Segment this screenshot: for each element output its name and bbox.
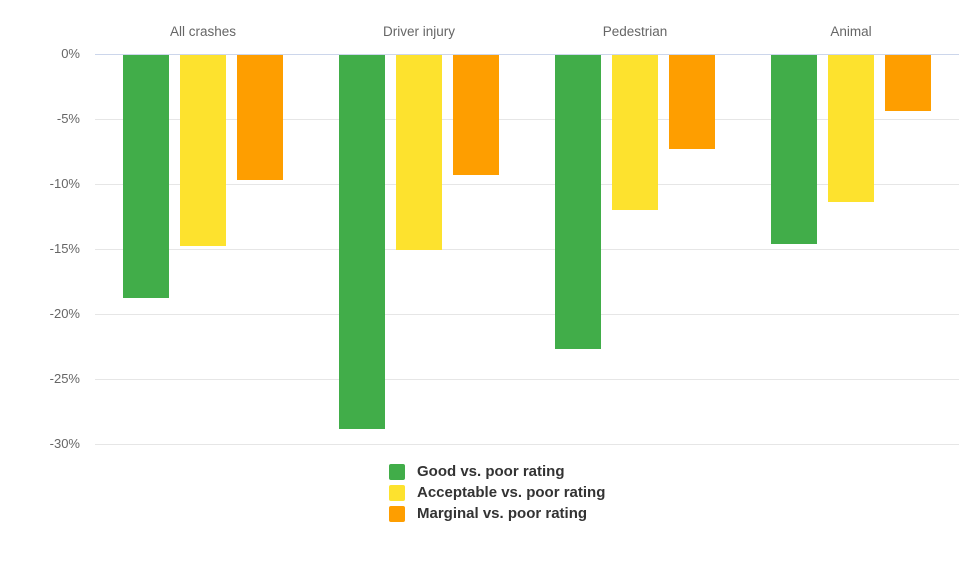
legend-label: Marginal vs. poor rating xyxy=(417,505,588,522)
legend-label: Acceptable vs. poor rating xyxy=(417,484,606,501)
bar-driver-injury-series-0[interactable] xyxy=(339,55,385,429)
gridline xyxy=(95,379,959,380)
zero-axis-line xyxy=(95,54,959,55)
bar-all-crashes-series-1[interactable] xyxy=(180,55,226,246)
plot-area xyxy=(95,54,959,445)
y-axis-tick-label: 0% xyxy=(61,46,80,61)
legend-item-1[interactable]: Acceptable vs. poor rating xyxy=(389,485,605,501)
legend-swatch-icon xyxy=(389,506,405,522)
legend: Good vs. poor rating Acceptable vs. poor … xyxy=(389,464,605,527)
bar-all-crashes-series-2[interactable] xyxy=(237,55,283,180)
legend-item-0[interactable]: Good vs. poor rating xyxy=(389,464,605,480)
bar-all-crashes-series-0[interactable] xyxy=(123,55,169,298)
y-axis-tick-label: -20% xyxy=(49,306,80,321)
bar-driver-injury-series-1[interactable] xyxy=(396,55,442,250)
bar-pedestrian-series-1[interactable] xyxy=(612,55,658,210)
legend-label: Good vs. poor rating xyxy=(417,463,565,480)
y-axis-tick-label: -5% xyxy=(56,111,80,126)
bar-animal-series-2[interactable] xyxy=(885,55,931,111)
category-label: Animal xyxy=(830,24,872,39)
y-axis-tick-label: -10% xyxy=(49,176,80,191)
category-label: All crashes xyxy=(169,24,237,39)
category-label: Driver injury xyxy=(382,24,455,39)
bar-driver-injury-series-2[interactable] xyxy=(453,55,499,175)
y-axis-tick-label: -15% xyxy=(49,241,80,256)
gridline xyxy=(95,444,959,445)
gridline xyxy=(95,119,959,120)
gridline xyxy=(95,314,959,315)
y-axis-tick-label: -25% xyxy=(49,371,80,386)
y-axis-tick-label: -30% xyxy=(49,436,80,451)
category-label: Pedestrian xyxy=(602,24,668,39)
gridline xyxy=(95,184,959,185)
legend-swatch-icon xyxy=(389,464,405,480)
bar-animal-series-1[interactable] xyxy=(828,55,874,202)
bar-animal-series-0[interactable] xyxy=(771,55,817,244)
gridline xyxy=(95,249,959,250)
bar-pedestrian-series-2[interactable] xyxy=(669,55,715,149)
legend-item-2[interactable]: Marginal vs. poor rating xyxy=(389,506,605,522)
legend-swatch-icon xyxy=(389,485,405,501)
bar-pedestrian-series-0[interactable] xyxy=(555,55,601,349)
